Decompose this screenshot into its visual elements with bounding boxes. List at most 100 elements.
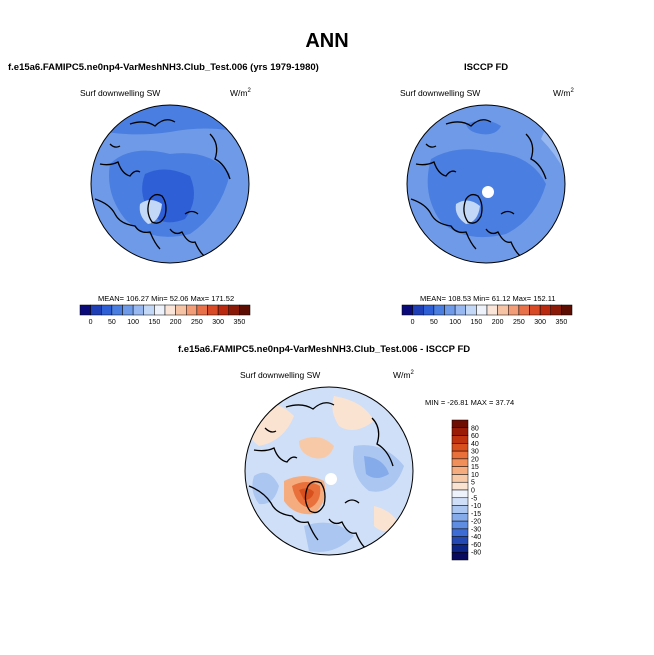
colorbar-tick-label: 350 (234, 319, 246, 326)
panel-title-diff: f.e15a6.FAMIPC5.ne0np4-VarMeshNH3.Club_T… (178, 344, 471, 355)
field-contour (332, 396, 374, 430)
colorbar-swatch (451, 497, 469, 506)
colorbar-swatch (90, 304, 102, 316)
colorbar-swatch (451, 544, 469, 553)
panel-title-test: f.e15a6.FAMIPC5.ne0np4-VarMeshNH3.Club_T… (8, 62, 319, 73)
colorbar-obs: 0 50 100 150 200 250 300 350 (401, 304, 573, 326)
colorbar-tick-label: -10 (471, 503, 481, 510)
colorbar-swatch (451, 443, 469, 452)
field-contour (299, 437, 334, 459)
colorbar-swatch (451, 427, 469, 436)
units-label-diff: W/m2 (393, 370, 414, 380)
colorbar-swatch (164, 304, 176, 316)
colorbar-swatch (451, 513, 469, 522)
colorbar-swatch (154, 304, 166, 316)
colorbar-swatch (239, 304, 251, 316)
pole-gap (325, 473, 337, 485)
field-contour (364, 456, 389, 478)
colorbar-swatch (451, 450, 469, 460)
colorbar-tick-label: 300 (212, 319, 224, 326)
field-contour (455, 200, 480, 224)
coastlines (248, 402, 394, 552)
colorbar-swatch (207, 304, 219, 316)
field-contour (139, 200, 162, 224)
map-obs (406, 104, 566, 264)
stats-diff: MIN = -26.81 MAX = 37.74 (425, 398, 515, 407)
colorbar-tick-label: 200 (170, 319, 182, 326)
colorbar-swatch (175, 304, 187, 316)
field-contour (466, 120, 501, 135)
map-diff (244, 386, 414, 556)
colorbar-tick-label: -80 (471, 550, 481, 557)
colorbar-tick-label: 100 (127, 319, 139, 326)
colorbar-swatch (451, 520, 469, 530)
colorbar-tick-label: 0 (411, 319, 415, 326)
colorbar-tick-label: -20 (471, 519, 481, 526)
field-contour (299, 488, 314, 500)
colorbar-tick-label: -60 (471, 542, 481, 549)
colorbar-swatch (79, 304, 91, 316)
colorbar-swatch (550, 304, 562, 316)
colorbar-swatch (143, 304, 155, 316)
colorbar-tick-label: -40 (471, 534, 481, 541)
colorbar-tick-label: -30 (471, 526, 481, 533)
colorbar-tick-label: 50 (108, 319, 116, 326)
stats-obs: MEAN= 108.53 Min= 61.12 Max= 152.11 (420, 294, 556, 303)
colorbar-swatch (186, 304, 198, 316)
colorbar-swatch (539, 304, 551, 316)
colorbar-swatch (476, 304, 488, 316)
colorbar-swatch (451, 505, 469, 514)
colorbar-swatch (217, 304, 229, 316)
colorbar-tick-label: 5 (471, 480, 475, 487)
colorbar-swatch (486, 304, 498, 316)
stats-test: MEAN= 106.27 Min= 52.06 Max= 171.52 (98, 294, 235, 303)
colorbar-swatch (423, 304, 435, 316)
colorbar-swatch (228, 304, 240, 316)
colorbar-swatch (451, 474, 469, 483)
colorbar-swatch (451, 489, 469, 499)
colorbar-tick-label: 80 (471, 425, 479, 432)
colorbar-swatch (451, 419, 469, 429)
colorbar-swatch (451, 481, 469, 491)
map-border (244, 386, 414, 556)
units-label-obs: W/m2 (553, 88, 574, 98)
colorbar-swatch (444, 304, 456, 316)
colorbar-swatch (401, 304, 413, 316)
colorbar-swatch (518, 304, 530, 316)
colorbar-tick-label: 150 (471, 319, 483, 326)
colorbar-swatch (451, 458, 469, 467)
units-label-test: W/m2 (230, 88, 251, 98)
colorbar-tick-label: 10 (471, 472, 479, 479)
colorbar-swatch (132, 304, 144, 316)
colorbar-tick-label: 30 (471, 449, 479, 456)
coastlines (410, 119, 547, 260)
field-contour (304, 522, 354, 552)
colorbar-tick-label: 100 (449, 319, 461, 326)
colorbar-swatch (451, 435, 469, 444)
colorbar-tick-label: 300 (534, 319, 546, 326)
colorbar-tick-label: 250 (191, 319, 203, 326)
colorbar-swatch (508, 304, 520, 316)
colorbar-tick-label: 60 (471, 433, 479, 440)
colorbar-swatch (101, 304, 113, 316)
coastlines (94, 119, 231, 260)
colorbar-swatch (451, 466, 469, 475)
figure-title: ANN (305, 30, 349, 52)
colorbar-swatch (497, 304, 509, 316)
colorbar-tick-label: 250 (513, 319, 525, 326)
colorbar-tick-label: 15 (471, 464, 479, 471)
colorbar-tick-label: 0 (89, 319, 93, 326)
map-test (90, 104, 250, 264)
variable-label-diff: Surf downwelling SW (240, 370, 321, 380)
colorbar-test: 0 50 100 150 200 250 300 350 (79, 304, 251, 326)
colorbar-swatch (451, 528, 469, 537)
map-border (90, 104, 250, 264)
colorbar-tick-label: 40 (471, 441, 479, 448)
variable-label-test: Surf downwelling SW (80, 88, 161, 98)
colorbar-tick-label: 350 (556, 319, 568, 326)
map-border (406, 104, 566, 264)
colorbar-swatch (122, 304, 134, 316)
colorbar-tick-label: 200 (492, 319, 504, 326)
field-contour (252, 472, 279, 505)
